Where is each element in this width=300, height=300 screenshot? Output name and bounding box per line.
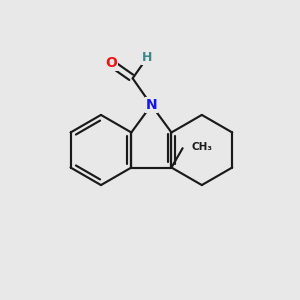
Text: N: N — [146, 98, 157, 112]
Text: O: O — [105, 56, 117, 70]
Text: H: H — [142, 51, 152, 64]
Text: CH₃: CH₃ — [191, 142, 212, 152]
